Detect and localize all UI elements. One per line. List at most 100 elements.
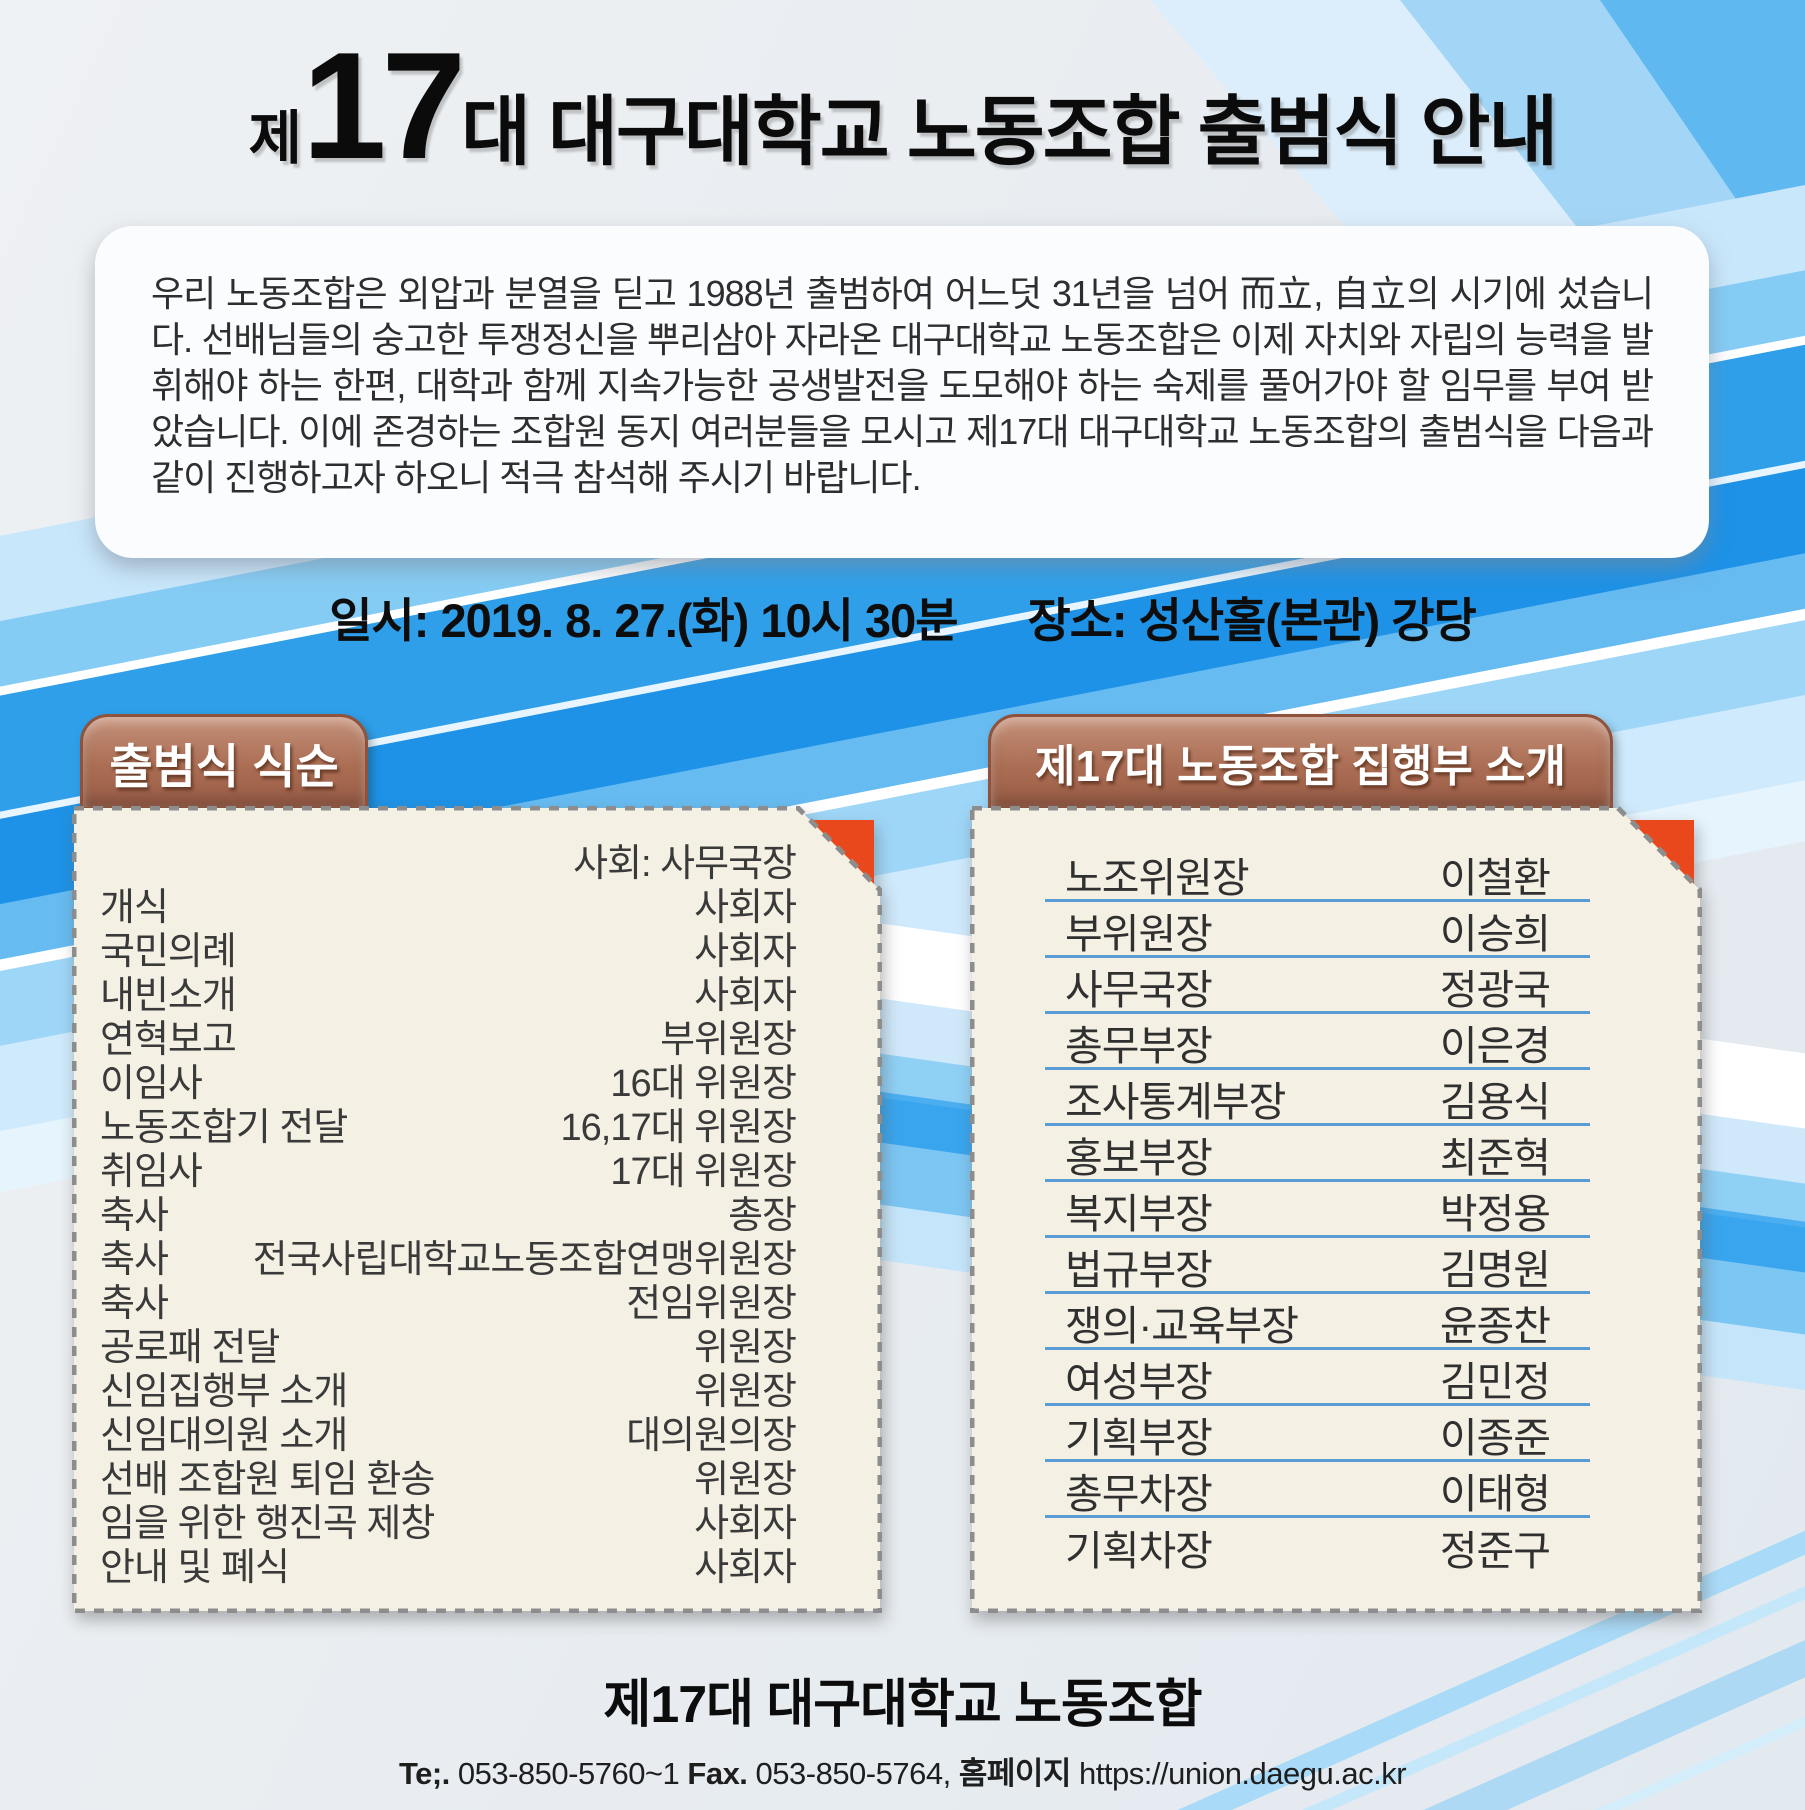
tel-label: Te;. [398, 1756, 450, 1791]
title-suffix: 대 대구대학교 노동조합 출범식 안내 [461, 90, 1558, 175]
executive-title: 여성부장 [1065, 1358, 1213, 1405]
program-item-label: 선배 조합원 퇴임 환송 [100, 1459, 435, 1501]
executive-title: 홍보부장 [1065, 1134, 1213, 1181]
executive-row: 기획부장 이종준 [1045, 1406, 1590, 1462]
executive-row: 총무부장 이은경 [1045, 1014, 1590, 1070]
paper-shape [970, 806, 1702, 1613]
executive-row: 노조위원장 이철환 [1045, 846, 1590, 902]
executive-name: 이종준 [1439, 1414, 1551, 1461]
program-item-label: 신임대의원 소개 [100, 1415, 348, 1457]
program-item-role: 사회자 [694, 1547, 797, 1589]
executive-name: 이은경 [1439, 1022, 1551, 1069]
executives-table: 노조위원장 이철환 부위원장 이승희 사무국장 정광국 총무부장 이은경 [1045, 846, 1590, 1574]
program-item-label: 노동조합기 전달 [100, 1107, 348, 1149]
program-item-role: 17대 위원장 [610, 1151, 797, 1193]
executive-row: 부위원장 이승희 [1045, 902, 1590, 958]
program-item-role: 사회: 사무국장 [573, 843, 797, 885]
program-row: 국민의례 사회자 [100, 930, 797, 974]
executive-name: 이태형 [1439, 1470, 1551, 1517]
homepage-url: https://union.daegu.ac.kr [1070, 1756, 1407, 1791]
program-row: 이임사 16대 위원장 [100, 1062, 797, 1106]
executive-row: 여성부장 김민정 [1045, 1350, 1590, 1406]
program-item-role: 대의원의장 [626, 1415, 797, 1457]
executives-tab-label: 제17대 노동조합 집행부 소개 [1035, 742, 1566, 791]
executive-row: 총무차장 이태형 [1045, 1462, 1590, 1518]
executive-row: 기획차장 정준구 [1045, 1518, 1590, 1574]
executive-title: 총무차장 [1065, 1470, 1213, 1517]
program-row: 선배 조합원 퇴임 환송 위원장 [100, 1458, 797, 1502]
executive-title: 사무국장 [1065, 966, 1213, 1013]
program-item-label: 취임사 [100, 1151, 203, 1193]
executive-name: 이승희 [1439, 910, 1551, 957]
program-item-role: 사회자 [694, 975, 797, 1017]
program-row: 노동조합기 전달 16,17대 위원장 [100, 1106, 797, 1150]
program-item-label: 축사 [100, 1239, 169, 1281]
program-item-role: 전임위원장 [626, 1283, 797, 1325]
executive-title: 복지부장 [1065, 1190, 1213, 1237]
program-tab-label: 출범식 식순 [109, 739, 339, 793]
program-item-role: 전국사립대학교노동조합연맹위원장 [252, 1239, 797, 1281]
program-item-role: 사회자 [694, 1503, 797, 1545]
program-panel: 사회: 사무국장 개식 사회자 국민의례 사회자 내빈소개 사회자 [72, 806, 882, 1613]
program-row: 신임대의원 소개 대의원의장 [100, 1414, 797, 1458]
program-item-label: 개식 [100, 887, 169, 929]
title-prefix: 제 [248, 106, 303, 171]
program-item-role: 사회자 [694, 931, 797, 973]
page-title: 제 17 대 대구대학교 노동조합 출범식 안내 [0, 30, 1805, 182]
fax-number: 053-850-5764, [747, 1756, 959, 1791]
homepage-label: 홈페이지 [958, 1756, 1072, 1791]
program-row: 연혁보고 부위원장 [100, 1018, 797, 1062]
executive-title: 법규부장 [1065, 1246, 1213, 1293]
executives-panel: 노조위원장 이철환 부위원장 이승희 사무국장 정광국 총무부장 이은경 [970, 806, 1702, 1613]
executive-name: 정준구 [1439, 1528, 1551, 1574]
executive-title: 기획부장 [1065, 1414, 1213, 1461]
executive-name: 정광국 [1439, 966, 1551, 1013]
program-row: 취임사 17대 위원장 [100, 1150, 797, 1194]
executive-name: 김용식 [1439, 1078, 1551, 1125]
program-row: 축사 전임위원장 [100, 1282, 797, 1326]
program-item-label: 축사 [100, 1283, 169, 1325]
executive-row: 조사통계부장 김용식 [1045, 1070, 1590, 1126]
executive-name: 이철환 [1439, 854, 1551, 901]
organization-name: 제17대 대구대학교 노동조합 [603, 1676, 1203, 1734]
program-row: 신임집행부 소개 위원장 [100, 1370, 797, 1414]
program-row: 내빈소개 사회자 [100, 974, 797, 1018]
tel-number: 053-850-5760~1 [449, 1756, 688, 1791]
executive-name: 최준혁 [1439, 1134, 1551, 1181]
executive-title: 기획차장 [1065, 1528, 1213, 1574]
program-item-role: 총장 [728, 1195, 797, 1237]
program-tab: 출범식 식순 [80, 714, 368, 810]
paper-sheet [970, 806, 1702, 1613]
program-item-label: 안내 및 폐식 [100, 1547, 290, 1589]
executive-row: 홍보부장 최준혁 [1045, 1126, 1590, 1182]
program-item-role: 위원장 [694, 1371, 797, 1413]
executive-title: 부위원장 [1065, 910, 1213, 957]
program-item-label: 연혁보고 [100, 1019, 237, 1061]
paper-shape [72, 806, 882, 1613]
program-row: 축사 총장 [100, 1194, 797, 1238]
event-venue: 장소: 성산홀(본관) 강당 [1027, 594, 1476, 647]
program-row: 임을 위한 행진곡 제창 사회자 [100, 1502, 797, 1546]
program-item-label: 내빈소개 [100, 975, 237, 1017]
program-item-label: 이임사 [100, 1063, 203, 1105]
program-item-role: 16대 위원장 [610, 1063, 797, 1105]
title-number: 17 [302, 21, 466, 191]
executives-tab: 제17대 노동조합 집행부 소개 [988, 714, 1613, 810]
executive-name: 박정용 [1439, 1190, 1551, 1237]
program-item-role: 부위원장 [660, 1019, 797, 1061]
program-item-label: 임을 위한 행진곡 제창 [100, 1503, 435, 1545]
program-item-label: 국민의례 [100, 931, 237, 973]
executive-name: 김민정 [1439, 1358, 1551, 1405]
program-row: 안내 및 폐식 사회자 [100, 1546, 797, 1590]
paper-sheet [72, 806, 882, 1613]
event-info: 일시: 2019. 8. 27.(화) 10시 30분 장소: 성산홀(본관) … [0, 582, 1805, 651]
executive-title: 쟁의·교육부장 [1065, 1302, 1299, 1349]
executive-name: 윤종찬 [1439, 1302, 1551, 1349]
executive-row: 사무국장 정광국 [1045, 958, 1590, 1014]
program-row: 사회: 사무국장 [100, 842, 797, 886]
program-item-label: 공로패 전달 [100, 1327, 280, 1369]
program-row: 축사 전국사립대학교노동조합연맹위원장 [100, 1238, 797, 1282]
program-item-label: 축사 [100, 1195, 169, 1237]
executive-row: 복지부장 박정용 [1045, 1182, 1590, 1238]
